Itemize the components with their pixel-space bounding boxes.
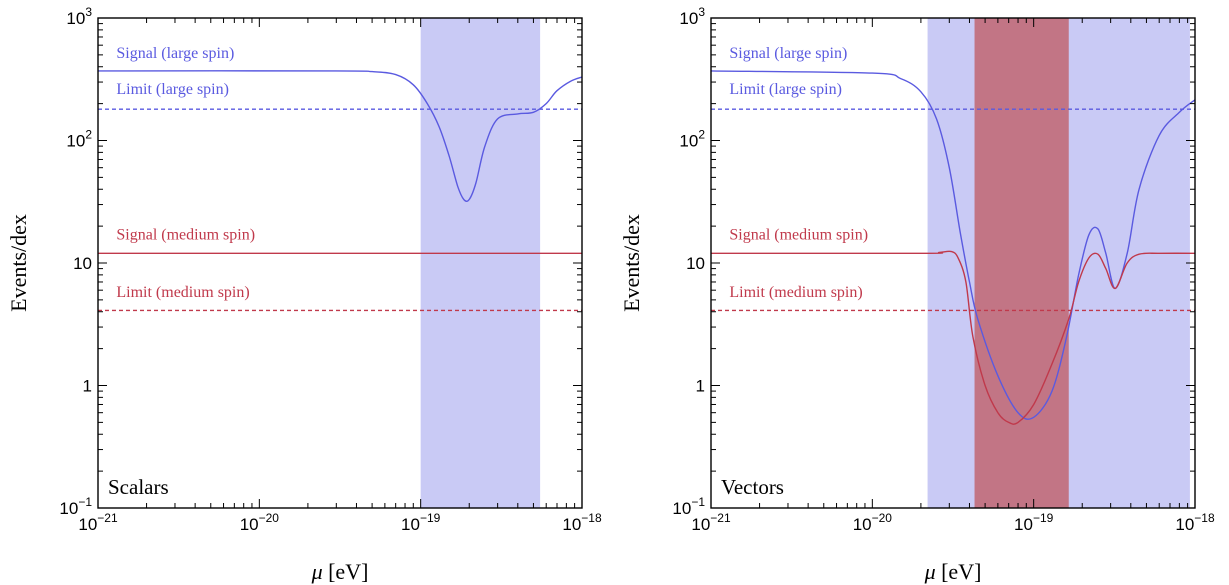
shaded-region-1 bbox=[974, 18, 1069, 508]
panel-scalars: Signal (large spin) Limit (large spin) Sig… bbox=[6, 5, 602, 584]
panel-vectors: Signal (large spin) Limit (large spin) Sig… bbox=[619, 5, 1215, 584]
series-label-1: Limit (large spin) bbox=[729, 81, 842, 98]
y-axis-label: Events/dex bbox=[6, 214, 31, 312]
x-axis-label: μ [eV] bbox=[924, 559, 982, 584]
x-tick-label: 10−18 bbox=[1175, 511, 1215, 534]
series-label-0: Signal (large spin) bbox=[116, 45, 234, 62]
y-tick-label: 1 bbox=[83, 377, 92, 396]
y-tick-label: 103 bbox=[66, 5, 92, 28]
panel-label: Scalars bbox=[108, 475, 169, 499]
series-line-0 bbox=[710, 70, 1196, 420]
y-tick-label: 102 bbox=[66, 128, 92, 151]
y-tick-label: 10−1 bbox=[672, 495, 705, 518]
series-label-2: Signal (medium spin) bbox=[116, 227, 255, 244]
x-tick-label: 10−19 bbox=[1014, 511, 1054, 534]
panel-label: Vectors bbox=[721, 475, 784, 499]
x-tick-label: 10−20 bbox=[240, 511, 280, 534]
series-label-0: Signal (large spin) bbox=[729, 45, 847, 62]
y-tick-label: 1 bbox=[696, 377, 705, 396]
y-tick-label: 102 bbox=[679, 128, 705, 151]
series-line-0 bbox=[97, 70, 583, 202]
x-tick-label: 10−21 bbox=[78, 511, 118, 534]
y-tick-label: 10 bbox=[73, 254, 92, 273]
y-axis-label: Events/dex bbox=[619, 214, 644, 312]
x-axis-label: μ [eV] bbox=[311, 559, 369, 584]
y-tick-label: 10 bbox=[686, 254, 705, 273]
y-tick-label: 10−1 bbox=[59, 495, 92, 518]
x-tick-label: 10−20 bbox=[853, 511, 893, 534]
series-label-3: Limit (medium spin) bbox=[116, 284, 249, 301]
series-line-2 bbox=[710, 250, 1196, 425]
series-label-1: Limit (large spin) bbox=[116, 81, 229, 98]
series-label-2: Signal (medium spin) bbox=[729, 227, 868, 244]
y-tick-label: 103 bbox=[679, 5, 705, 28]
x-tick-label: 10−18 bbox=[562, 511, 602, 534]
x-tick-label: 10−19 bbox=[401, 511, 441, 534]
series-label-3: Limit (medium spin) bbox=[729, 284, 862, 301]
x-tick-label: 10−21 bbox=[691, 511, 731, 534]
shaded-region-0 bbox=[420, 18, 541, 508]
